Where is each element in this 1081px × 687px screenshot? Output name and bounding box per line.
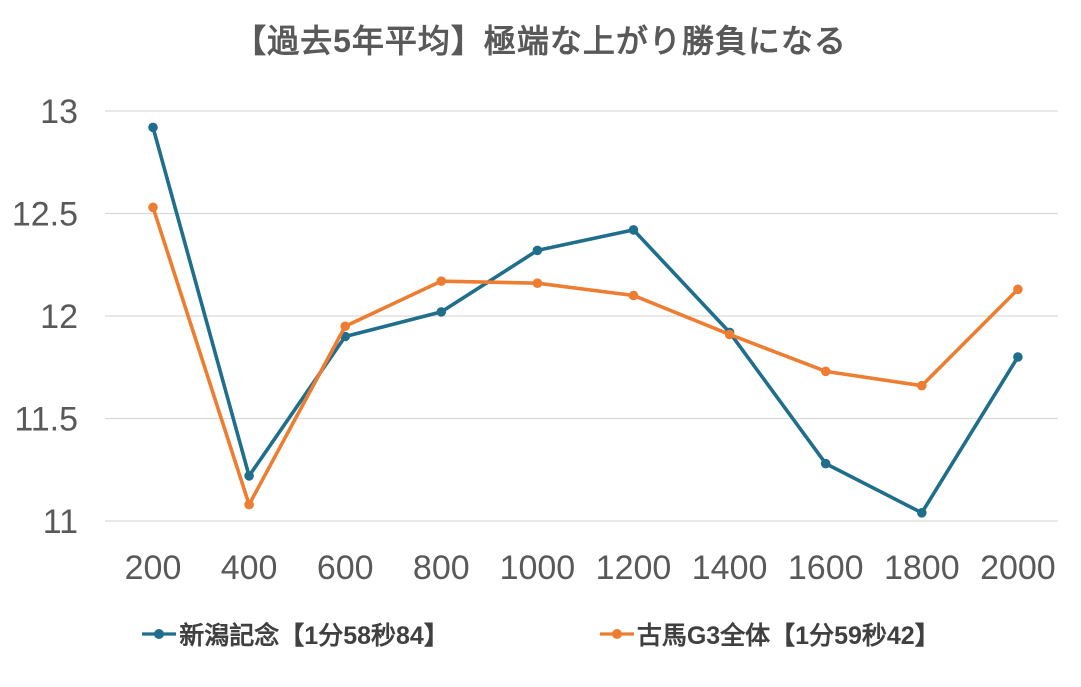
x-axis-tick-label: 200 — [125, 549, 182, 587]
data-point-1 — [148, 202, 158, 213]
legend-label-niigata-kinen: 新潟記念【1分58秒84】 — [179, 622, 449, 650]
legend-item-niigata-kinen: 新潟記念【1分58秒84】 — [141, 616, 449, 652]
data-point-0 — [917, 508, 927, 518]
data-point-1 — [1013, 284, 1023, 295]
y-axis-tick-label: 13 — [40, 93, 78, 131]
data-point-0 — [148, 122, 158, 133]
data-point-1 — [340, 321, 351, 332]
data-point-0 — [436, 307, 447, 317]
x-axis-tick-label: 1000 — [500, 549, 576, 587]
legend: 新潟記念【1分58秒84】 古馬G3全体【1分59秒42】 — [0, 616, 1081, 652]
legend-line-dot-icon — [142, 629, 177, 639]
data-point-0 — [244, 471, 254, 481]
x-axis-tick-label: 1200 — [596, 549, 672, 587]
legend-item-koba-g3: 古馬G3全体【1分59秒42】 — [599, 616, 940, 652]
x-axis-tick-label: 2000 — [980, 549, 1056, 587]
x-axis-tick-label: 1600 — [788, 549, 864, 587]
data-point-1 — [917, 380, 927, 391]
y-axis-tick-label: 11 — [43, 503, 78, 541]
legend-label-koba-g3: 古馬G3全体【1分59秒42】 — [636, 622, 940, 650]
data-point-0 — [1013, 352, 1023, 362]
data-point-0 — [628, 225, 639, 235]
series-line-0 — [151, 125, 1020, 515]
data-point-1 — [820, 366, 831, 377]
data-point-1 — [628, 290, 639, 301]
data-point-1 — [724, 329, 735, 340]
x-axis-tick-label: 400 — [221, 549, 278, 587]
y-axis-tick-label: 12.5 — [12, 196, 78, 234]
y-axis-tick-label: 12 — [40, 298, 78, 336]
data-point-0 — [820, 458, 831, 469]
legend-line-dot-icon — [599, 629, 634, 639]
x-axis-tick-label: 1400 — [692, 549, 768, 587]
y-axis-tick-label: 11.5 — [14, 401, 78, 439]
x-axis-tick-label: 800 — [413, 549, 470, 587]
data-point-1 — [244, 499, 254, 510]
data-point-0 — [532, 245, 543, 256]
chart-title: 【過去5年平均】極端な上がり勝負になる — [234, 23, 847, 59]
x-axis-tick-label: 1800 — [884, 549, 960, 587]
data-point-1 — [532, 278, 543, 289]
series-line-1 — [151, 205, 1020, 507]
data-point-1 — [436, 276, 447, 286]
x-axis-tick-label: 600 — [317, 549, 374, 587]
